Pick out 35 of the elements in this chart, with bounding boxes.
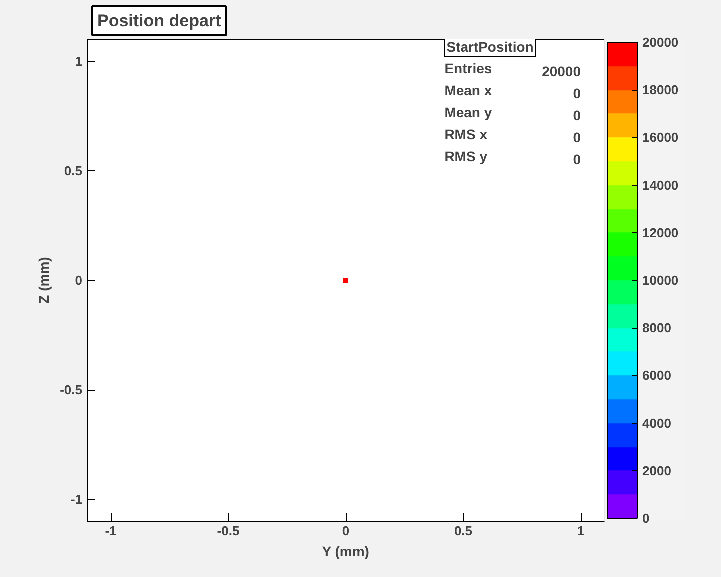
annotation: 0	[573, 108, 582, 124]
annotation: Mean x	[444, 82, 492, 99]
color-bar-label: 2000	[642, 463, 672, 478]
chart-title: Position depart	[98, 12, 222, 30]
color-bar-label: 12000	[642, 225, 679, 240]
annotation: RMS y	[444, 148, 488, 164]
y-axis-title: Z (mm)	[36, 257, 52, 304]
x-axis-title: Y (mm)	[322, 544, 370, 560]
color-bar-label: 8000	[642, 320, 672, 336]
annotation: Mean y	[444, 104, 492, 121]
annotation: RMS x	[444, 126, 488, 142]
color-bar-label: 6000	[642, 368, 672, 384]
color-bar-label: 4000	[642, 416, 672, 431]
color-bar-label: 16000	[642, 130, 679, 146]
y-tick-label: 1	[75, 54, 83, 69]
x-tick-label: 0	[342, 524, 350, 538]
y-tick-label: -1	[70, 492, 83, 508]
annotation: 0	[573, 129, 582, 146]
color-bar-label: 20000	[642, 35, 679, 50]
color-bar-label: 0	[642, 511, 650, 526]
x-tick-label: 1	[577, 524, 585, 538]
color-bar-label: 10000	[642, 273, 679, 288]
y-tick-label: 0.5	[64, 163, 83, 178]
color-bar-label: 18000	[642, 82, 679, 98]
y-tick-label: -0.5	[60, 382, 83, 398]
x-tick-label: 0.5	[454, 524, 473, 538]
x-tick-label: -0.5	[217, 524, 240, 538]
y-tick-label: 0	[75, 273, 83, 288]
annotation: StartPosition	[446, 39, 534, 56]
annotation: 0	[573, 151, 582, 168]
color-bar-label: 14000	[642, 178, 679, 193]
annotation: 20000	[542, 64, 582, 80]
x-tick-label: -1	[105, 524, 117, 538]
annotation: 0	[573, 86, 582, 102]
annotation: Entries	[444, 60, 492, 77]
